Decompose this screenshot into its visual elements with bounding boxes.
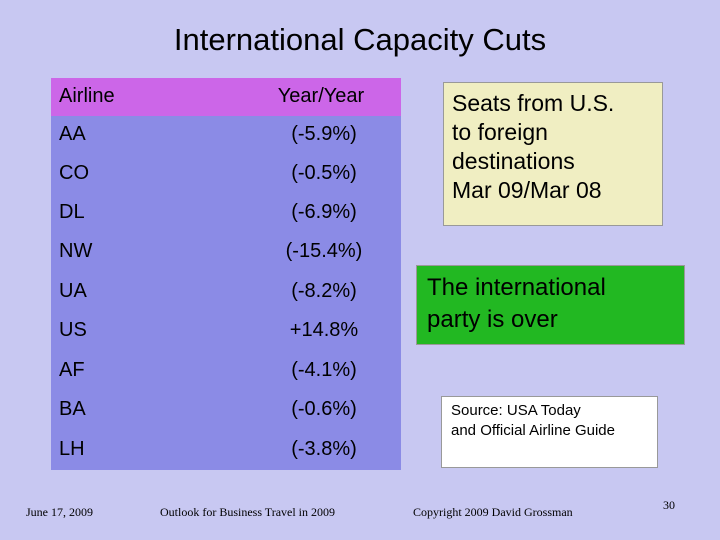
airline-cell: LH [59,438,85,460]
table-row: AF (-4.1%) [51,352,401,390]
source-box: Source: USA Today and Official Airline G… [441,396,658,468]
source-line: Source: USA Today [451,402,581,419]
seats-note-line: Mar 09/Mar 08 [452,177,602,203]
change-cell: (-3.8%) [291,438,357,460]
airline-cell: DL [59,201,85,223]
change-cell: (-8.2%) [291,280,357,302]
footer-date: June 17, 2009 [26,505,93,519]
header-airline: Airline [59,85,115,107]
airline-cell: AF [59,359,85,381]
table-body [51,116,401,470]
table-row: UA (-8.2%) [51,273,401,311]
seats-note-line: destinations [452,148,575,174]
airline-cell: BA [59,398,86,420]
table-row: AA (-5.9%) [51,116,401,154]
change-cell: (-0.6%) [291,398,357,420]
party-line: The international [427,274,606,301]
table-row: DL (-6.9%) [51,194,401,232]
airline-cell: CO [59,162,89,184]
change-cell: (-15.4%) [285,240,363,262]
source-line: and Official Airline Guide [451,422,615,439]
table-row: BA (-0.6%) [51,391,401,429]
seats-note-line: to foreign [452,119,548,145]
airline-cell: UA [59,280,87,302]
airline-cell: NW [59,240,93,262]
airline-cell: AA [59,123,86,145]
table-row: US +14.8% [51,312,401,350]
seats-note-line: Seats from U.S. [452,90,615,116]
change-cell: (-6.9%) [291,201,357,223]
change-cell: (-4.1%) [291,359,357,381]
change-cell: (-0.5%) [291,162,357,184]
seats-note-box: Seats from U.S. to foreign destinations … [443,82,663,226]
change-cell: +14.8% [289,319,359,341]
airline-cell: US [59,319,87,341]
party-line: party is over [427,306,558,333]
page-number: 30 [663,498,675,512]
table-header-row: Airline Year/Year [51,78,401,116]
table-row: LH (-3.8%) [51,431,401,469]
footer-copyright: Copyright 2009 David Grossman [413,505,573,519]
change-cell: (-5.9%) [291,123,357,145]
party-over-box: The international party is over [416,265,685,345]
slide-title: International Capacity Cuts [173,22,547,57]
table-row: NW (-15.4%) [51,233,401,271]
footer-event: Outlook for Business Travel in 2009 [160,505,336,519]
table-row: CO (-0.5%) [51,155,401,193]
header-year-over-year: Year/Year [277,85,365,107]
